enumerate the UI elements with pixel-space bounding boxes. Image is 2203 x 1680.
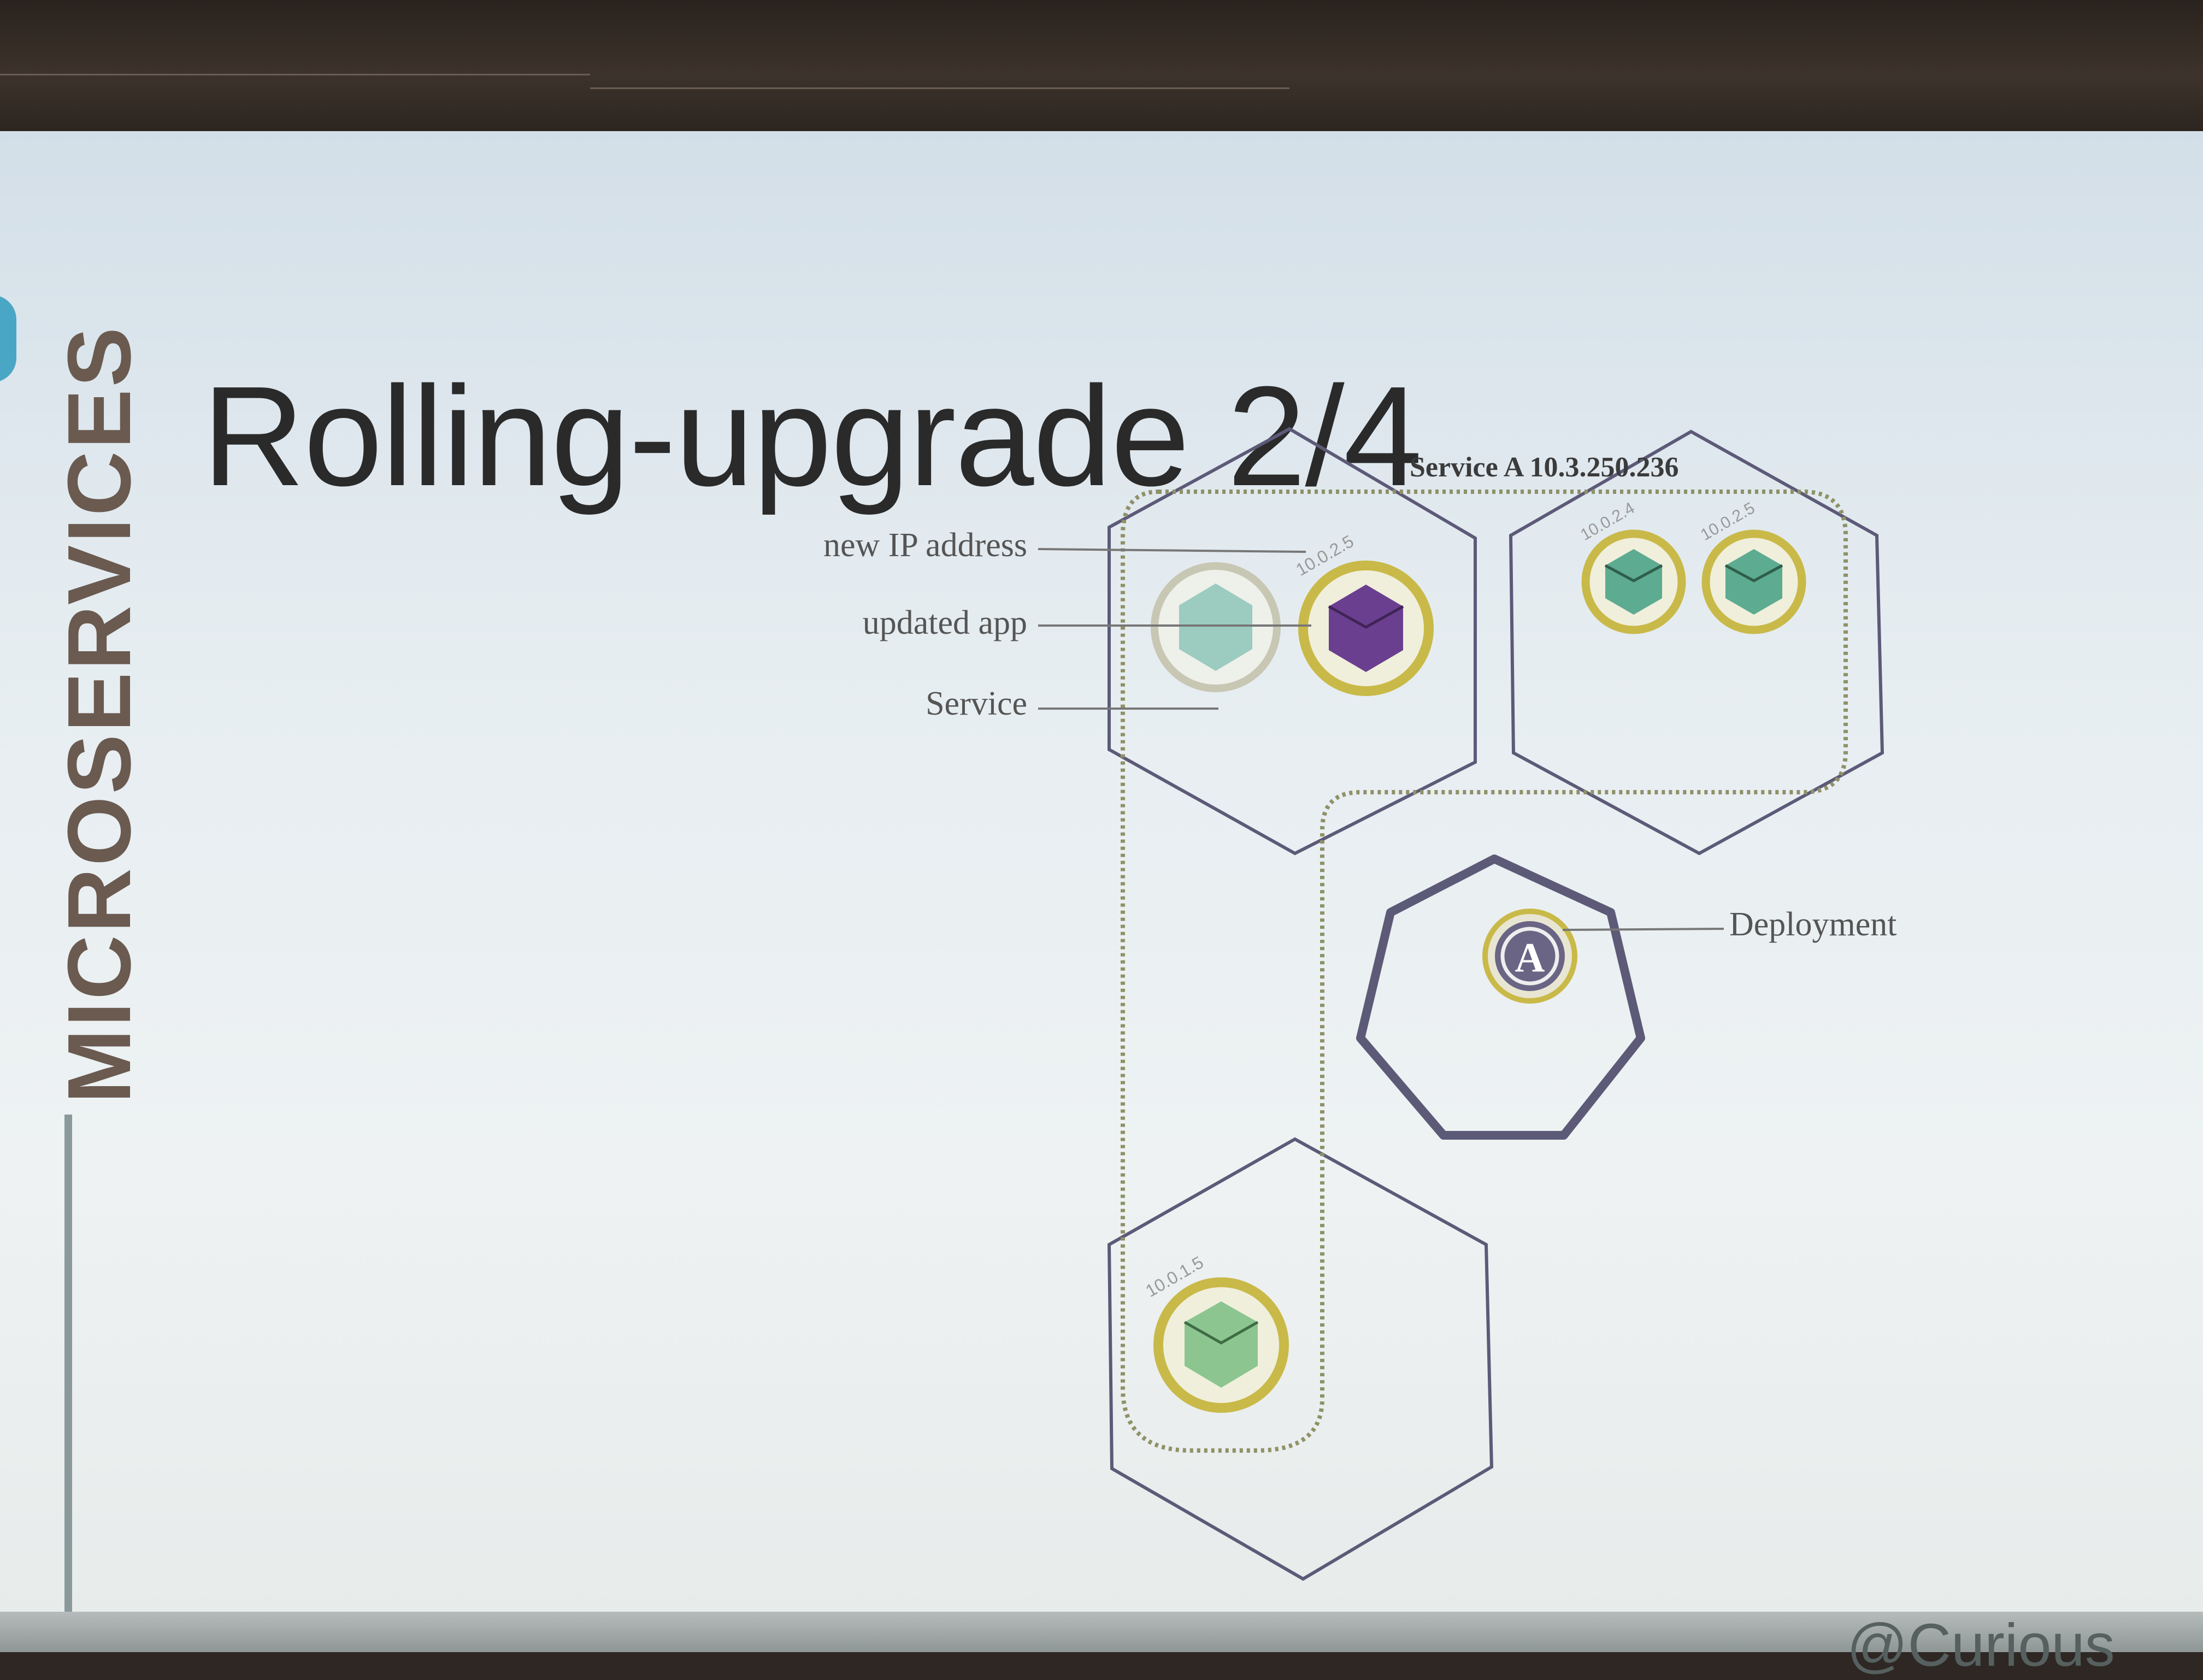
sidebar-rule [64, 1115, 72, 1612]
pod-right-1: 10.0.2.4 [1577, 499, 1686, 634]
service-boundary [1121, 490, 1848, 1453]
callout-line-deployment [1562, 928, 1724, 931]
node-hexagon-top-right [1509, 429, 1884, 856]
terminating-pod [1151, 562, 1281, 692]
pod-right-2: 10.0.2.5 [1698, 499, 1806, 634]
node-hexagon-top-left [1108, 427, 1477, 856]
projector-edge [0, 74, 590, 75]
master-heptagon [1356, 854, 1645, 1140]
node-hexagon-bottom [1107, 1137, 1494, 1581]
callout-deployment: Deployment [1729, 906, 1897, 943]
pod-bottom: 10.0.1.5 [1142, 1252, 1289, 1413]
logo-fragment [0, 295, 16, 382]
callout-new-ip-address: new IP address [823, 527, 1027, 564]
slide-footer-bar [0, 1612, 2203, 1652]
service-label: Service A 10.3.250.236 [1410, 452, 1679, 483]
updated-pod: 10.0.2.5 [1293, 531, 1434, 696]
deployment-badge-letter: A [1515, 935, 1545, 981]
callout-line-new-ip [1038, 548, 1306, 553]
callout-updated-app: updated app [863, 604, 1027, 641]
slide-title: Rolling-upgrade 2/4 [202, 357, 1422, 516]
room-background [0, 0, 2203, 137]
deployment-badge: A [1482, 909, 1577, 1004]
footer-handle: @Curious [1847, 1612, 2115, 1679]
slide: MICROSERVICES Rolling-upgrade 2/4 [0, 131, 2203, 1617]
projector-edge [590, 87, 1289, 89]
callout-service: Service [926, 685, 1027, 722]
